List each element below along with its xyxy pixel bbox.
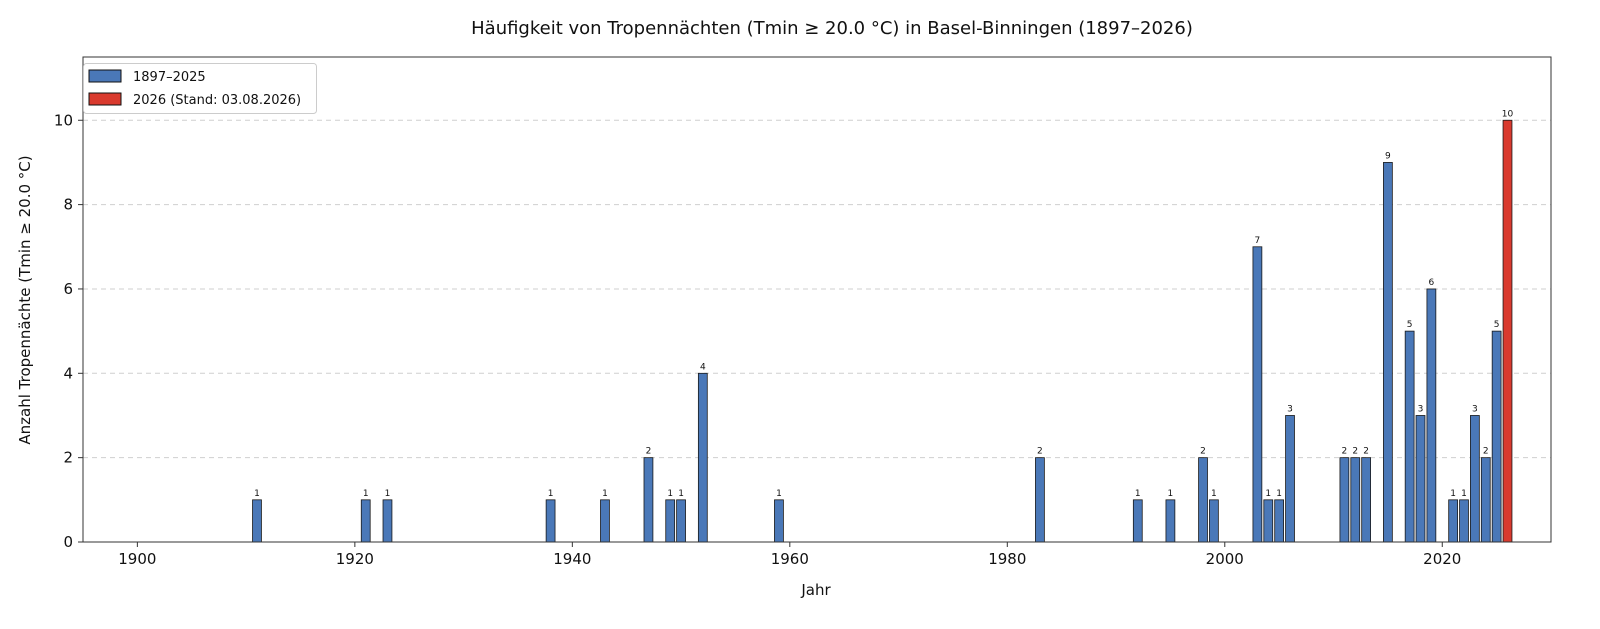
bar-2018	[1415, 415, 1426, 543]
bar-2021	[1448, 499, 1458, 543]
bar-1959	[774, 499, 784, 543]
legend-label-2026: 2026 (Stand: 03.08.2026)	[133, 93, 301, 108]
bar-1911	[252, 499, 262, 543]
bar-label-2003: 7	[1255, 236, 1261, 246]
bar-1949	[665, 499, 676, 543]
bar-1995	[1165, 499, 1176, 543]
bar-label-2004: 1	[1265, 489, 1271, 499]
bar-1947	[643, 457, 654, 543]
chart-title: Häufigkeit von Tropennächten (Tmin ≥ 20.…	[471, 18, 1193, 39]
bar-1950	[676, 499, 686, 543]
bar-label-1999: 1	[1211, 489, 1217, 499]
bar-label-1998: 2	[1200, 447, 1206, 457]
bar-2011	[1339, 457, 1350, 543]
x-axis-ticks: 1900 1920 1940 1960 1980 2000 2020	[118, 542, 1461, 568]
bar-1923	[382, 499, 393, 543]
x-tick-label: 2000	[1206, 550, 1244, 568]
bar-label-2025: 5	[1494, 320, 1500, 330]
bar-label-2018: 3	[1418, 404, 1424, 414]
legend-swatch-2026	[88, 92, 122, 106]
bar-label-2023: 3	[1472, 404, 1478, 414]
legend-swatch-1897-2025	[88, 69, 122, 83]
x-tick-label: 1940	[553, 550, 591, 568]
legend: 1897–2025 2026 (Stand: 03.08.2026)	[83, 63, 317, 114]
plot-frame	[82, 56, 1552, 543]
y-tick-label: 8	[63, 196, 73, 214]
bar-label-2017: 5	[1407, 320, 1413, 330]
bar-label-1943: 1	[602, 489, 608, 499]
bar-2023	[1470, 415, 1480, 543]
y-tick-label: 0	[63, 533, 73, 551]
bar-label-2011: 2	[1342, 447, 1348, 457]
grid-lines	[83, 119, 1551, 459]
x-tick-label: 1980	[988, 550, 1026, 568]
bar-label-1992: 1	[1135, 489, 1141, 499]
bar-2025	[1491, 330, 1502, 543]
y-axis-label: Anzahl Tropennächte (Tmin ≥ 20.0 °C)	[16, 155, 34, 444]
bar-label-2012: 2	[1352, 447, 1358, 457]
bars	[252, 119, 1513, 543]
bar-label-1911: 1	[254, 489, 260, 499]
bar-2006	[1285, 415, 1295, 543]
bar-2004	[1263, 499, 1274, 543]
bar-1992	[1132, 499, 1143, 543]
bar-2022	[1459, 499, 1469, 543]
bar-label-2026: 10	[1502, 109, 1514, 119]
bar-label-1950: 1	[678, 489, 684, 499]
legend-label-1897-2025: 1897–2025	[133, 70, 206, 85]
bar-label-1995: 1	[1168, 489, 1174, 499]
bar-label-2006: 3	[1287, 404, 1293, 414]
bar-2013	[1361, 457, 1371, 543]
bar-1983	[1035, 457, 1045, 543]
bar-2024	[1480, 457, 1491, 543]
bar-label-1959: 1	[776, 489, 782, 499]
bar-2017	[1404, 330, 1415, 543]
bar-1952	[697, 372, 708, 543]
bar-2026	[1502, 119, 1513, 543]
bar-1999	[1209, 499, 1219, 543]
bar-label-1923: 1	[385, 489, 391, 499]
bar-label-1949: 1	[667, 489, 673, 499]
bar-label-2015: 9	[1385, 151, 1391, 161]
x-tick-label: 1920	[336, 550, 374, 568]
bar-label-2024: 2	[1483, 447, 1489, 457]
bar-label-1952: 4	[700, 362, 706, 372]
y-tick-label: 2	[63, 449, 73, 467]
bar-1998	[1198, 457, 1208, 543]
bar-label-1938: 1	[548, 489, 554, 499]
bar-label-2022: 1	[1461, 489, 1467, 499]
bar-1938	[545, 499, 556, 543]
bar-label-2019: 6	[1429, 278, 1435, 288]
bar-2019	[1426, 288, 1437, 543]
x-tick-label: 2020	[1423, 550, 1461, 568]
legend-box	[83, 63, 317, 114]
bar-label-2005: 1	[1276, 489, 1282, 499]
x-axis-label: Jahr	[800, 581, 831, 599]
bar-2005	[1274, 499, 1285, 543]
bar-label-2013: 2	[1363, 447, 1369, 457]
y-axis-ticks: 0 2 4 6 8 10	[54, 111, 83, 551]
bar-1943	[600, 499, 610, 543]
x-tick-label: 1960	[771, 550, 809, 568]
y-tick-label: 4	[63, 364, 73, 382]
bar-label-2021: 1	[1450, 489, 1456, 499]
bar-1921	[360, 499, 371, 543]
bar-label-1983: 2	[1037, 447, 1043, 457]
bar-2012	[1350, 457, 1361, 543]
bar-2015	[1383, 162, 1393, 543]
x-tick-label: 1900	[118, 550, 156, 568]
y-tick-label: 6	[63, 280, 73, 298]
y-tick-label: 10	[54, 111, 73, 129]
bar-2003	[1252, 246, 1263, 543]
bar-label-1921: 1	[363, 489, 369, 499]
bar-label-1947: 2	[646, 447, 652, 457]
